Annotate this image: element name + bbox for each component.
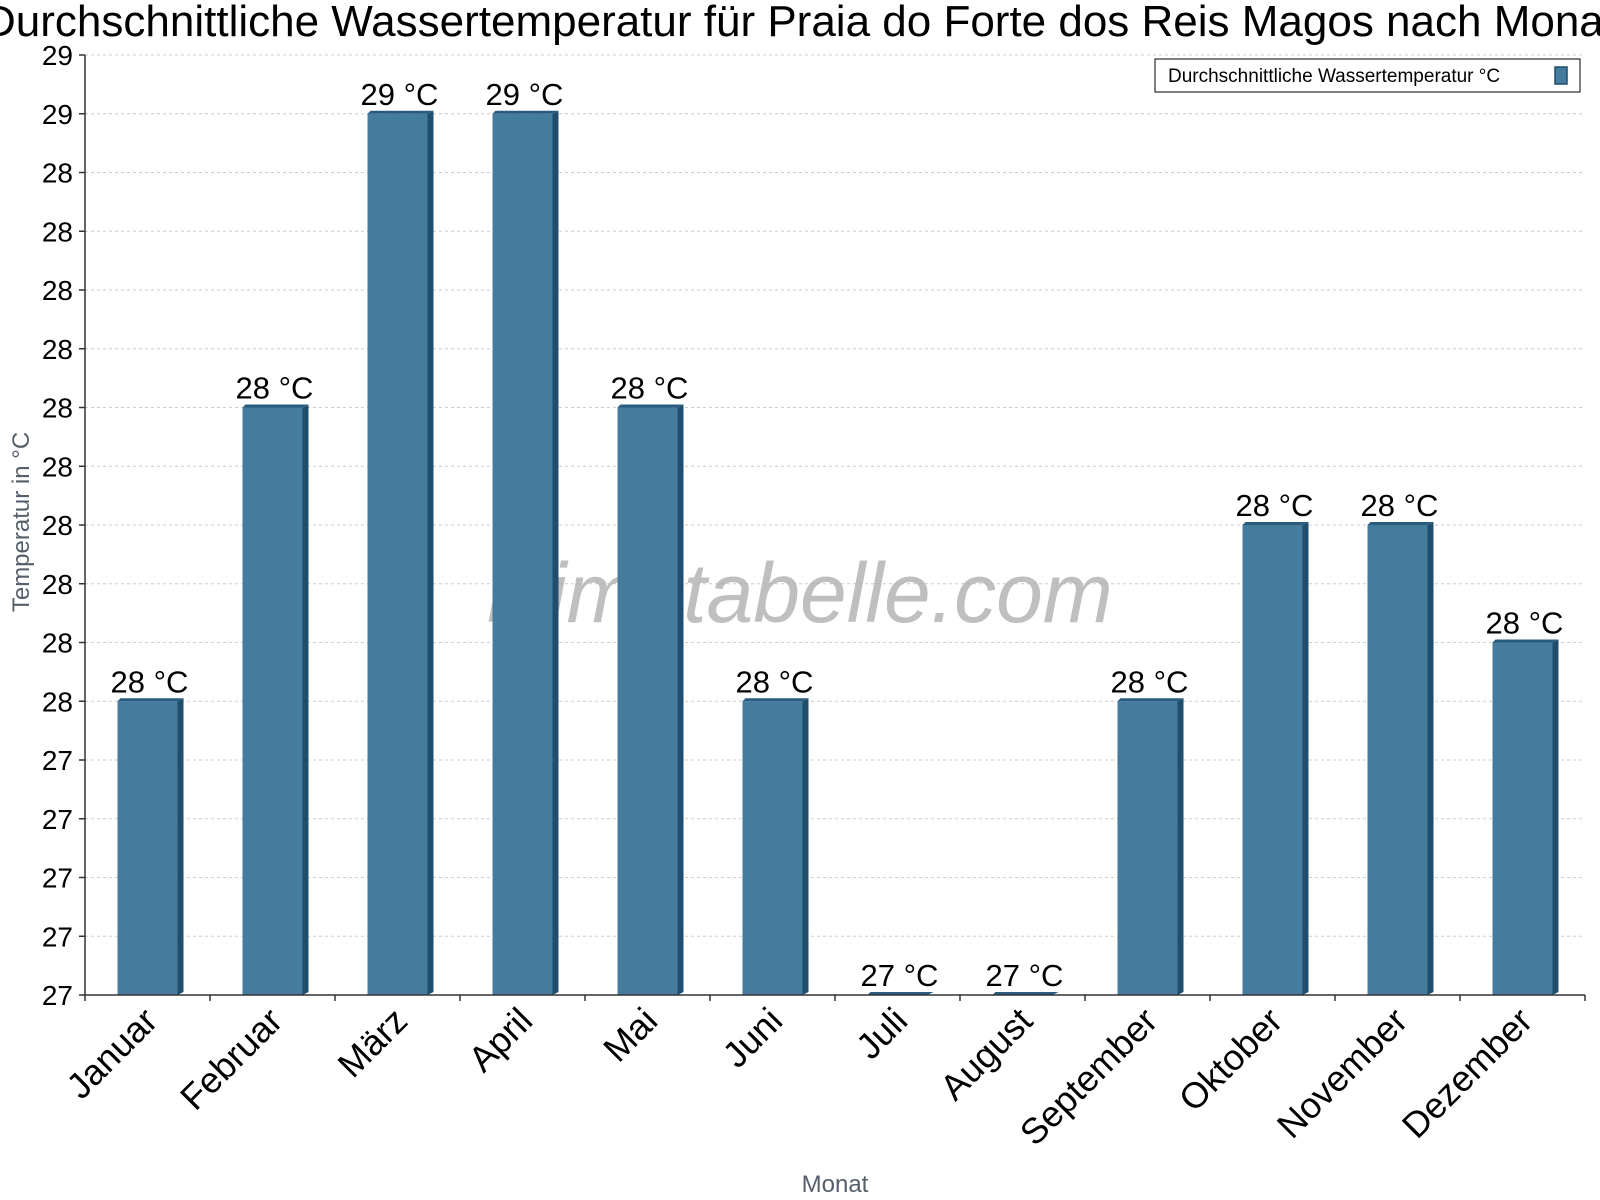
x-tick-label: November bbox=[1269, 1000, 1415, 1146]
bar-mai bbox=[617, 404, 684, 995]
bars bbox=[117, 110, 1559, 995]
y-tick-label: 27 bbox=[42, 804, 73, 835]
y-tick-label: 28 bbox=[42, 628, 73, 659]
bar-januar bbox=[117, 698, 184, 995]
y-tick-label: 29 bbox=[42, 40, 73, 71]
legend-box bbox=[1154, 58, 1581, 93]
value-label: 28 °C bbox=[111, 664, 189, 699]
x-tick-label: April bbox=[460, 1000, 540, 1080]
y-tick-label: 28 bbox=[42, 686, 73, 717]
x-tick-label: Juli bbox=[848, 1000, 915, 1067]
bar-side bbox=[552, 110, 559, 995]
bar-side bbox=[427, 110, 434, 995]
bar-side bbox=[302, 404, 309, 995]
bar-top bbox=[367, 110, 434, 114]
x-tick-label: März bbox=[330, 1000, 416, 1086]
bar-face bbox=[742, 701, 803, 995]
x-tick-label: Januar bbox=[58, 1000, 165, 1107]
value-label: 27 °C bbox=[986, 958, 1064, 993]
y-tick-label: 28 bbox=[42, 569, 73, 600]
bar-top bbox=[492, 110, 559, 114]
value-label: 28 °C bbox=[236, 371, 314, 406]
bar-face bbox=[617, 407, 678, 995]
bar-top bbox=[1242, 522, 1309, 525]
y-ticks: 27 27 27 27 27 28 28 28 28 28 28 28 28 28 28 29 29 bbox=[42, 40, 85, 1011]
chart-title: Durchschnittliche Wassertemperatur für P… bbox=[0, 0, 1600, 46]
y-tick-label: 28 bbox=[42, 451, 73, 482]
bar-face bbox=[1117, 701, 1178, 995]
bar-face bbox=[1367, 525, 1428, 995]
x-tick-label: Juni bbox=[714, 1000, 790, 1076]
bar-top bbox=[242, 404, 309, 408]
value-label: 28 °C bbox=[736, 664, 814, 699]
x-tick-label: September bbox=[1012, 1000, 1166, 1154]
value-label: 27 °C bbox=[861, 958, 939, 993]
x-ticks: Januar Februar März April Mai Juni Juli AugustS… bbox=[58, 995, 1586, 1154]
grid bbox=[85, 54, 1585, 937]
bar-face bbox=[117, 701, 178, 995]
x-tick-label: Mai bbox=[595, 1000, 665, 1070]
bar-februar bbox=[242, 404, 309, 995]
bar-juni bbox=[742, 698, 809, 995]
y-tick-label: 28 bbox=[42, 158, 73, 189]
bar-top bbox=[617, 404, 684, 408]
y-tick-label: 29 bbox=[42, 99, 73, 130]
y-tick-label: 27 bbox=[42, 921, 73, 952]
bar-dezember bbox=[1492, 639, 1559, 995]
bar-oktober bbox=[1242, 522, 1309, 995]
y-tick-label: 28 bbox=[42, 216, 73, 247]
value-label: 28 °C bbox=[611, 371, 689, 406]
value-label: 28 °C bbox=[1361, 488, 1439, 523]
value-labels: 28 °C 28 °C 29 °C 29 °C 28 °C 28 °C 27 °C 27 °C… bbox=[111, 77, 1564, 993]
bar-top bbox=[742, 698, 809, 702]
bar-top bbox=[117, 698, 184, 702]
value-label: 29 °C bbox=[486, 77, 564, 112]
bar-top bbox=[1367, 522, 1434, 525]
y-axis-title: Temperatur in °C bbox=[8, 432, 35, 612]
bar-face bbox=[1492, 642, 1553, 995]
value-label: 28 °C bbox=[1236, 488, 1314, 523]
y-tick-label: 28 bbox=[42, 510, 73, 541]
bar-top bbox=[1117, 698, 1184, 702]
y-tick-label: 28 bbox=[42, 393, 73, 424]
value-label: 28 °C bbox=[1486, 606, 1564, 641]
bar-side bbox=[1427, 522, 1434, 995]
x-tick-label: Oktober bbox=[1171, 1000, 1291, 1120]
bar-side bbox=[677, 404, 684, 995]
x-tick-label: Dezember bbox=[1394, 1000, 1540, 1146]
bar-side bbox=[1177, 698, 1184, 995]
x-tick-label: August bbox=[932, 1000, 1040, 1108]
y-tick-label: 28 bbox=[42, 334, 73, 365]
bar-märz bbox=[367, 110, 434, 995]
y-tick-label: 28 bbox=[42, 275, 73, 306]
y-tick-label: 27 bbox=[42, 745, 73, 776]
x-axis-title: Monat bbox=[802, 1171, 869, 1198]
x-tick-label: Februar bbox=[172, 1000, 290, 1118]
bar-side bbox=[802, 698, 809, 995]
value-label: 28 °C bbox=[1111, 664, 1189, 699]
legend: Durchschnittliche Wassertemperatur °C bbox=[1154, 58, 1581, 93]
bar-face bbox=[1242, 525, 1303, 995]
bar-side bbox=[1302, 522, 1309, 995]
bar-november bbox=[1367, 522, 1434, 995]
bar-side bbox=[177, 698, 184, 995]
legend-swatch bbox=[1554, 66, 1568, 85]
bar-september bbox=[1117, 698, 1184, 995]
y-tick-label: 27 bbox=[42, 863, 73, 894]
bar-top bbox=[1492, 639, 1559, 643]
watermark: klimatabelle.com bbox=[487, 546, 1113, 640]
legend-entry: Durchschnittliche Wassertemperatur °C bbox=[1168, 66, 1500, 87]
bar-face bbox=[242, 407, 303, 995]
bar-face bbox=[367, 113, 428, 995]
y-tick-label: 27 bbox=[42, 980, 73, 1011]
bar-side bbox=[1552, 639, 1559, 995]
bar-face bbox=[492, 113, 553, 995]
bar-april bbox=[492, 110, 559, 995]
value-label: 29 °C bbox=[361, 77, 439, 112]
